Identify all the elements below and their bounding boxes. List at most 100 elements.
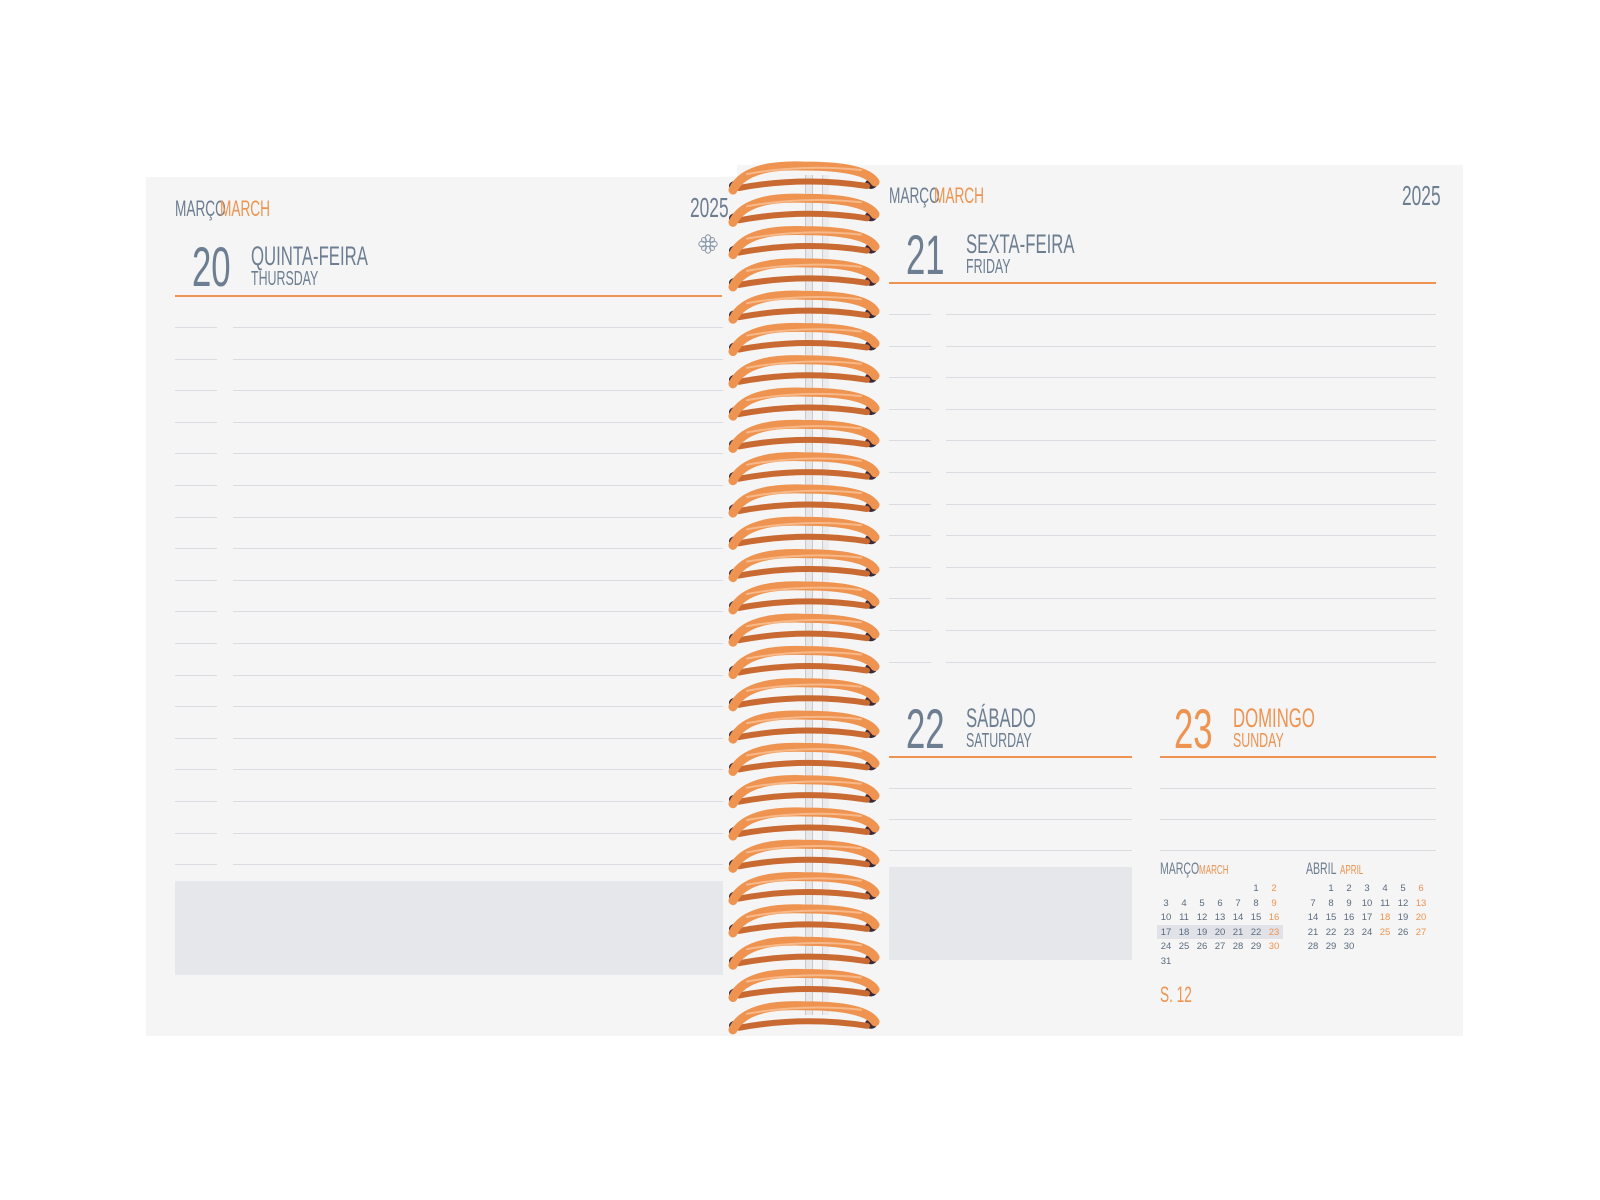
hour-line-marker (175, 674, 217, 676)
saturday-line (889, 850, 1132, 851)
minical-day: 30 (1268, 941, 1280, 953)
hour-line-marker (889, 630, 931, 631)
minical-day: 11 (1380, 897, 1390, 909)
minical-day: 3 (1163, 897, 1169, 909)
spine-strip (805, 175, 813, 1015)
minical-march: 1 2 3 4 5 6 7 8 9 10 11 12 13 14 15 16 17 18 19 20 21 22 23 24 2… (1157, 883, 1287, 973)
writing-line[interactable] (233, 864, 723, 866)
minical-day: 11 (1179, 912, 1189, 924)
writing-line[interactable] (233, 579, 723, 581)
minical-day: 8 (1328, 897, 1334, 909)
minical-april: 1 2 3 4 5 6 7 8 9 10 11 12 13 14 15 16 17 18 19 20 21 22 23 24 2… (1304, 883, 1434, 973)
writing-line[interactable] (233, 390, 723, 392)
minical-day: 25 (1379, 926, 1391, 938)
minical-day: 4 (1382, 883, 1388, 894)
writing-line[interactable] (233, 643, 723, 644)
writing-line[interactable] (946, 345, 1436, 347)
writing-line[interactable] (233, 548, 723, 550)
coil-ring (728, 258, 880, 292)
hour-line-marker (175, 769, 217, 771)
hour-line-marker (175, 801, 217, 802)
minical-day: 1 (1253, 883, 1259, 894)
minical-day: 20 (1214, 926, 1226, 938)
writing-line[interactable] (233, 769, 723, 771)
minical-day: 18 (1178, 926, 1190, 938)
writing-line[interactable] (946, 566, 1436, 568)
hour-line-marker (889, 345, 931, 347)
coil-ring (728, 548, 880, 583)
minical-day: 9 (1271, 897, 1277, 909)
left-notes-box[interactable] (175, 881, 723, 975)
minical-day: 10 (1160, 912, 1172, 924)
coil-ring (728, 645, 880, 679)
writing-line[interactable] (233, 706, 723, 708)
minical-day: 10 (1361, 897, 1373, 909)
writing-line[interactable] (946, 535, 1436, 537)
sunday-header-rule (1160, 756, 1436, 758)
minical-day: 24 (1361, 926, 1373, 938)
hour-line-marker (889, 377, 931, 379)
writing-line[interactable] (233, 674, 723, 676)
writing-line[interactable] (233, 611, 723, 613)
minical-day: 4 (1181, 897, 1187, 909)
writing-line[interactable] (233, 327, 723, 328)
coil-ring (728, 775, 880, 809)
writing-line[interactable] (233, 801, 723, 802)
minical-day: 31 (1160, 956, 1172, 967)
minical-day: 1 (1328, 883, 1334, 894)
coil-ring (728, 419, 880, 453)
writing-line[interactable] (946, 630, 1436, 631)
minical-day: 30 (1343, 941, 1355, 953)
hour-line-marker (889, 503, 931, 505)
hour-line-marker (175, 706, 217, 708)
coil-ring (728, 904, 880, 938)
writing-line[interactable] (946, 440, 1436, 442)
writing-line[interactable] (233, 421, 723, 423)
writing-line[interactable] (233, 453, 723, 455)
sunday-line (1160, 850, 1436, 851)
day-name-pt-thursday: QUINTA-FEIRA (251, 241, 368, 271)
writing-line[interactable] (946, 377, 1436, 379)
minical-day: 17 (1361, 912, 1373, 924)
minical-day: 14 (1232, 912, 1244, 924)
right-month-pt: MARÇO (889, 183, 940, 208)
minical-day: 16 (1268, 912, 1280, 924)
right-month-en: MARCH (934, 183, 985, 208)
minical-day: 8 (1253, 897, 1259, 909)
writing-line[interactable] (946, 598, 1436, 600)
minical-day: 22 (1325, 926, 1337, 938)
hour-line-marker (175, 421, 217, 423)
coil-ring (728, 678, 880, 712)
writing-line[interactable] (946, 408, 1436, 410)
spiral-binding (728, 161, 880, 1035)
writing-line[interactable] (946, 661, 1436, 663)
flower-icon (698, 234, 718, 254)
hour-line-marker (175, 864, 217, 866)
minical-march-title-en: MARCH (1199, 862, 1229, 877)
hour-line-marker (889, 566, 931, 568)
saturday-notes-box[interactable] (889, 867, 1132, 960)
writing-line[interactable] (233, 516, 723, 518)
minical-day: 3 (1364, 883, 1370, 894)
minical-day: 15 (1250, 912, 1262, 924)
writing-line[interactable] (233, 485, 723, 486)
writing-line[interactable] (946, 314, 1436, 315)
coil-ring (728, 839, 880, 873)
left-month-en: MARCH (220, 196, 271, 221)
hour-line-marker (175, 832, 217, 834)
coil-ring (728, 968, 880, 1002)
writing-line[interactable] (946, 472, 1436, 473)
hour-line-marker (889, 535, 931, 537)
day-name-en-sunday: SUNDAY (1233, 730, 1284, 752)
writing-line[interactable] (233, 358, 723, 360)
coil-ring (728, 807, 880, 841)
sunday-line (1160, 819, 1436, 820)
saturday-line (889, 788, 1132, 789)
writing-line[interactable] (946, 503, 1436, 505)
writing-line[interactable] (233, 832, 723, 834)
minical-day: 27 (1214, 941, 1226, 953)
hour-line-marker (175, 327, 217, 328)
minical-day: 19 (1196, 926, 1208, 938)
hour-line-marker (889, 440, 931, 442)
writing-line[interactable] (233, 737, 723, 739)
